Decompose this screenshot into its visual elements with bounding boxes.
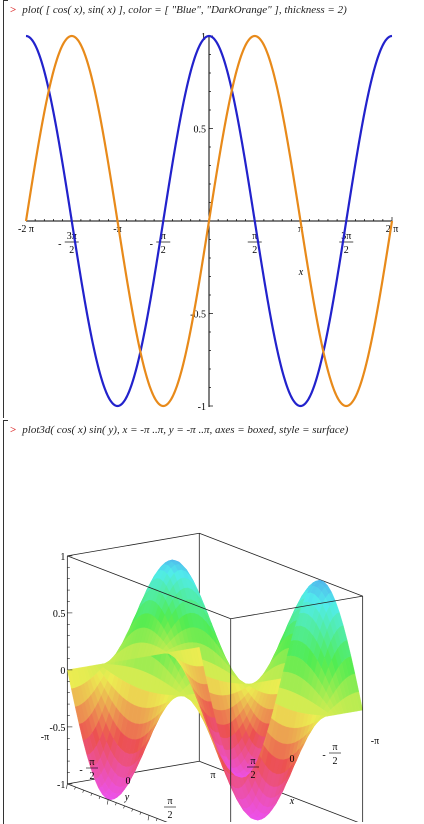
x-tick-label-num: 3π — [67, 231, 77, 242]
y-tick-mark — [90, 793, 93, 796]
x-tick-label: -π — [371, 736, 379, 747]
z-tick-label: -1 — [57, 780, 65, 791]
x-tick-sign: - — [58, 239, 61, 250]
x-tick-label: 0 — [290, 754, 295, 765]
command-text-plot3d[interactable]: plot3d( cos( x) sin( y), x = -π ..π, y =… — [22, 424, 349, 436]
y-tick-label: -1 — [198, 402, 206, 413]
x-tick-label-num: π — [252, 231, 257, 242]
command-text-plot[interactable]: plot( [ cos( x), sin( x) ], color = [ "B… — [22, 4, 347, 16]
x-tick-label: 2 π — [386, 224, 399, 235]
execution-group-bracket-1[interactable] — [3, 0, 8, 418]
x-axis-label: x — [289, 796, 295, 807]
y-tick-mark — [139, 812, 142, 815]
z-tick-label: 1 — [60, 552, 65, 563]
execution-group-bracket-2[interactable] — [3, 420, 8, 824]
y-tick-label: 0 — [126, 776, 131, 787]
y-tick-mark — [66, 783, 68, 789]
x-tick-label-sign: - — [322, 750, 325, 761]
z-tick-label: 0 — [60, 666, 65, 677]
x-tick-label-num: π — [250, 756, 255, 767]
x-tick-label-den: 2 — [252, 245, 257, 256]
series-line-sin(x) — [24, 34, 394, 408]
y-tick-label: π — [210, 770, 215, 781]
series-line-cos(x) — [25, 34, 393, 408]
surface-patch — [67, 669, 75, 689]
y-tick-mark — [98, 796, 101, 800]
x-tick-label-num: π — [161, 231, 166, 242]
x-tick-label-den: 2 — [251, 770, 256, 781]
box-edge-front — [67, 783, 168, 822]
x-tick-label-num: 3π — [341, 231, 351, 242]
box-edge-front — [230, 595, 363, 620]
y-tick-mark — [123, 805, 125, 809]
y-tick-mark — [74, 786, 76, 790]
y-tick-mark — [82, 790, 84, 793]
box-edge-front — [67, 555, 231, 620]
command-line-plot[interactable]: > plot( [ cos( x), sin( x) ], color = [ "… — [10, 4, 347, 16]
x-tick-label-den: 2 — [333, 756, 338, 767]
command-line-plot3d[interactable]: > plot3d( cos( x) sin( y), x = -π ..π, y … — [10, 424, 348, 436]
y-tick-label-num: π — [167, 796, 172, 807]
x-tick-label: π — [298, 224, 303, 235]
y-tick-label: 0.5 — [194, 125, 207, 136]
x-tick-label: -π — [113, 224, 121, 235]
y-tick-mark — [131, 808, 133, 812]
x-tick-label-den: 2 — [344, 245, 349, 256]
box-edge — [67, 532, 200, 557]
x-axis-label: x — [298, 267, 304, 278]
x-tick-sign: - — [150, 239, 153, 250]
y-tick-mark — [115, 802, 117, 806]
y-tick-label-den: 2 — [90, 771, 95, 782]
y-tick-mark — [106, 799, 109, 805]
box-edge — [199, 532, 363, 597]
x-tick-label: -2 π — [18, 224, 34, 235]
y-tick-label-den: 2 — [168, 810, 173, 821]
prompt-marker: > — [10, 424, 17, 436]
y-axis-label: y — [124, 792, 130, 803]
y-tick-label: -0.5 — [190, 310, 206, 321]
y-tick-label-num: π — [89, 757, 94, 768]
y-tick-label: -π — [41, 732, 49, 743]
x-tick-label-den: 2 — [161, 245, 166, 256]
y-tick-mark — [155, 818, 158, 822]
x-tick-label-num: π — [332, 742, 337, 753]
y-tick-label: 1 — [201, 32, 206, 43]
y-tick-mark — [147, 815, 150, 821]
y-tick-label-sign: - — [79, 765, 82, 776]
x-tick-label-den: 2 — [69, 245, 74, 256]
z-tick-label: 0.5 — [53, 609, 66, 620]
prompt-marker: > — [10, 4, 17, 16]
z-tick-label: -0.5 — [50, 723, 66, 734]
